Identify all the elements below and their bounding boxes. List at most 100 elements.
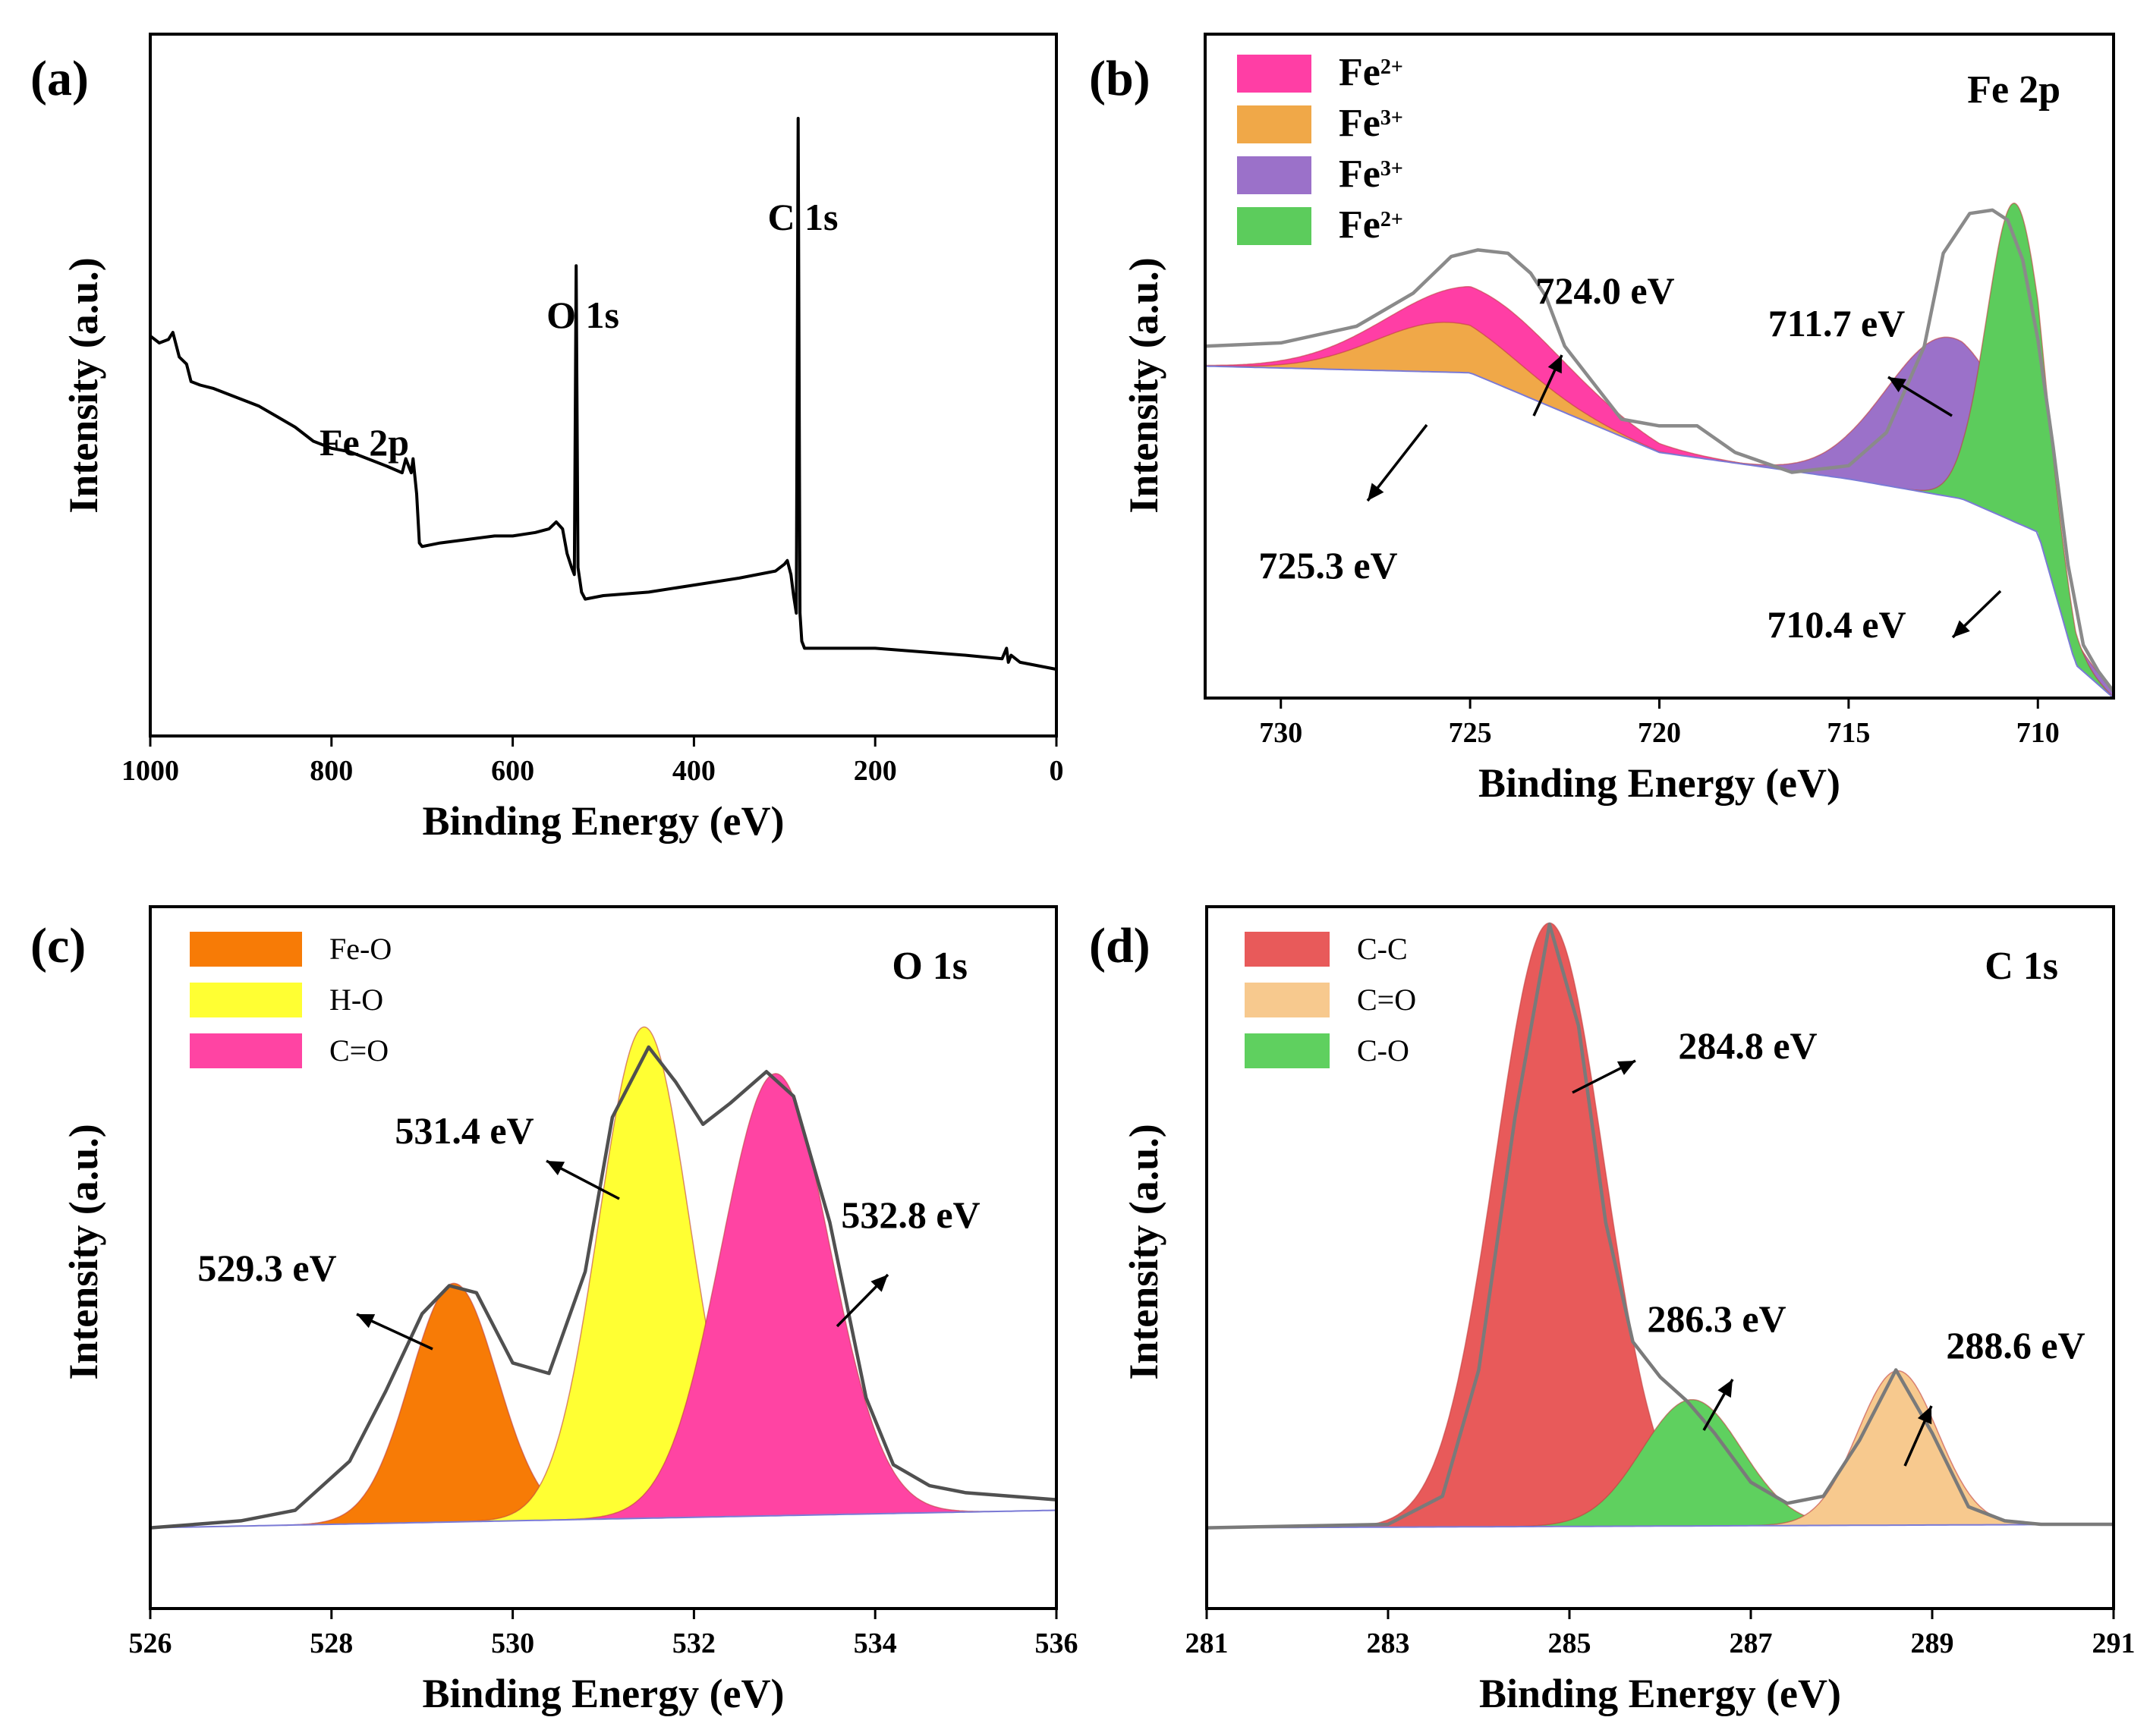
frame-layer — [149, 33, 2115, 1619]
series-raw — [1206, 922, 2114, 1530]
peak-annotation: O 1s — [546, 294, 619, 336]
x-tick-label: 730 — [1259, 717, 1302, 749]
legend-label: Fe2+ — [1339, 203, 1403, 247]
component-c-c — [1321, 923, 1778, 1527]
arrow-head — [1717, 1379, 1733, 1398]
legend-superscript: 2+ — [1380, 208, 1403, 231]
arrow-head — [1888, 377, 1906, 392]
y-axis-label: Intensity (a.u.) — [61, 257, 106, 514]
legend-superscript: 3+ — [1380, 157, 1403, 181]
x-tick-label: 720 — [1638, 717, 1681, 749]
x-tick-label: 291 — [2092, 1628, 2136, 1659]
arrow-head — [1547, 355, 1562, 374]
component-c-o — [547, 1073, 1004, 1521]
x-tick-label: 800 — [310, 755, 353, 787]
peak-annotation: 725.3 eV — [1258, 544, 1397, 587]
legend-label: C-C — [1357, 932, 1408, 966]
legend-label: H-O — [329, 983, 383, 1017]
curve-layer — [149, 117, 2115, 1530]
legend-label: Fe3+ — [1339, 153, 1403, 196]
series-raw — [1204, 208, 2115, 693]
arrow-head — [1368, 483, 1384, 501]
plot-frame — [1205, 905, 2115, 1610]
arrow-head — [357, 1314, 376, 1329]
x-tick-label: 710 — [2016, 717, 2060, 749]
arrow-head — [1616, 1061, 1635, 1075]
x-tick-label: 281 — [1185, 1628, 1229, 1659]
x-tick-label: 0 — [1050, 755, 1064, 787]
x-tick-label: 283 — [1367, 1628, 1410, 1659]
peak-annotation: 724.0 eV — [1535, 269, 1674, 312]
x-axis-label: Binding Energy (eV) — [422, 1671, 784, 1716]
panel-label: (a) — [30, 51, 89, 106]
panel-label: (c) — [30, 918, 86, 973]
x-tick-label: 1000 — [121, 755, 179, 787]
peak-annotation: 284.8 eV — [1678, 1024, 1817, 1067]
x-tick-label: 536 — [1035, 1628, 1078, 1659]
legend-swatch — [1245, 932, 1330, 967]
x-tick-label: 715 — [1827, 717, 1870, 749]
legend-label: C=O — [1357, 983, 1416, 1017]
y-axis-label: Intensity (a.u.) — [1121, 257, 1166, 514]
chart-title: O 1s — [892, 945, 968, 988]
series-raw — [150, 1045, 1057, 1530]
peak-annotation: C 1s — [767, 196, 838, 238]
legend-swatch — [1245, 983, 1330, 1017]
plot-frame — [149, 905, 1058, 1610]
legend-label: Fe-O — [329, 932, 392, 966]
peak-annotation: 711.7 eV — [1768, 302, 1906, 344]
legend-swatch — [1237, 207, 1311, 245]
y-axis-label: Intensity (a.u.) — [1121, 1124, 1166, 1380]
component-fe3-725-3 — [1205, 322, 1750, 465]
x-axis-label: Binding Energy (eV) — [422, 798, 784, 844]
chart-title: Fe 2p — [1967, 68, 2060, 112]
panel-label: (b) — [1089, 51, 1151, 106]
x-tick-label: 285 — [1548, 1628, 1591, 1659]
x-tick-label: 528 — [310, 1628, 353, 1659]
series-survey — [149, 117, 1057, 671]
legend-label: C-O — [1357, 1033, 1409, 1068]
peak-annotation: 286.3 eV — [1647, 1297, 1786, 1340]
baseline-line — [1204, 365, 2114, 699]
x-tick-label: 725 — [1449, 717, 1492, 749]
peak-annotation: 288.6 eV — [1946, 1324, 2085, 1366]
legend-superscript: 3+ — [1380, 106, 1403, 130]
peak-annotation: 531.4 eV — [395, 1109, 534, 1152]
legend-label: Fe2+ — [1339, 51, 1403, 94]
x-tick-label: 200 — [854, 755, 897, 787]
y-axis-label: Intensity (a.u.) — [61, 1124, 106, 1380]
panel-label: (d) — [1089, 918, 1151, 973]
peak-annotation: Fe 2p — [320, 421, 409, 464]
text-layer: 1000 800 600 400 200 0 Binding Energy (eV) Inte… — [30, 51, 2136, 1716]
component-outline — [547, 1073, 1004, 1521]
component-fe2-710-4 — [1896, 203, 2114, 698]
peak-annotation: 532.8 eV — [841, 1194, 980, 1236]
x-tick-label: 534 — [854, 1628, 897, 1659]
x-tick-label: 526 — [129, 1628, 172, 1659]
plot-frame — [149, 33, 1058, 737]
x-tick-label: 287 — [1730, 1628, 1773, 1659]
peak-annotation: 529.3 eV — [197, 1247, 336, 1289]
legend-swatch — [190, 1033, 302, 1068]
legend-label: Fe3+ — [1339, 102, 1403, 145]
legend-swatch — [1237, 55, 1311, 93]
arrow-head — [546, 1161, 565, 1175]
legend-swatch — [1245, 1033, 1330, 1068]
peak-annotation: 710.4 eV — [1767, 603, 1906, 646]
arrow-head — [1917, 1406, 1932, 1425]
arrow-head — [1953, 620, 1970, 637]
x-tick-label: 532 — [672, 1628, 716, 1659]
x-axis-label: Binding Energy (eV) — [1478, 760, 1840, 806]
x-tick-label: 600 — [491, 755, 534, 787]
chart-title: C 1s — [1985, 945, 2058, 988]
x-tick-label: 530 — [491, 1628, 534, 1659]
arrow-head — [870, 1275, 888, 1292]
legend-swatch — [190, 932, 302, 967]
baseline-line — [150, 1509, 1057, 1529]
component-c-o — [1482, 1399, 1902, 1527]
x-axis-label: Binding Energy (eV) — [1479, 1671, 1841, 1716]
legend-superscript: 2+ — [1380, 55, 1403, 79]
component-h-o — [454, 1027, 835, 1522]
x-tick-label: 289 — [1911, 1628, 1954, 1659]
